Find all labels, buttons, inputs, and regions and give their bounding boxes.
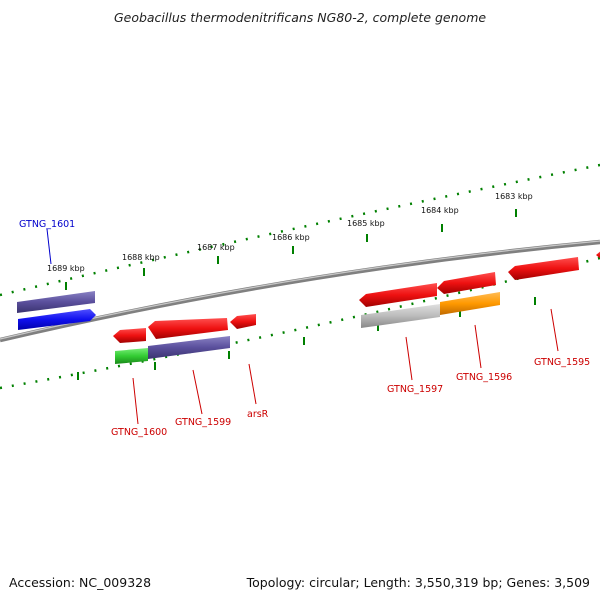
outer-tick-track: [0, 163, 600, 297]
callout-gtng-1599: [192, 369, 203, 415]
gene-label-gtng-1595[interactable]: GTNG_1595: [534, 357, 590, 368]
gene-arrow-gtng-1599-forward[interactable]: [148, 318, 228, 339]
callout-gtng-1600: [132, 377, 139, 425]
callout-gtng-1601: [46, 228, 52, 265]
callout-gtng-1595: [550, 308, 559, 352]
scale-label-1686: 1686 kbp: [272, 233, 310, 242]
map-title: Geobacillus thermodenitrificans NG80-2, …: [113, 10, 487, 25]
cog-colored-genes: [17, 291, 500, 364]
gene-labels: GTNG_1601 GTNG_1600 GTNG_1599 arsR GTNG_…: [19, 219, 590, 438]
scale-label-1684: 1684 kbp: [421, 206, 459, 215]
gene-label-gtng-1601[interactable]: GTNG_1601: [19, 219, 75, 230]
callout-lines: [46, 228, 559, 425]
gene-bar-gtng-1597-gray[interactable]: [361, 304, 440, 328]
inner-tick-track: [0, 256, 600, 390]
gene-label-gtng-1597[interactable]: GTNG_1597: [387, 384, 443, 395]
gene-bar-gtng-1596-orange[interactable]: [440, 292, 500, 315]
accession-text: Accession: NC_009328: [9, 575, 152, 590]
scale-labels: 1689 kbp 1688 kbp 1687 kbp 1686 kbp 1685…: [47, 192, 533, 273]
gene-bar-gtng-1599-purple[interactable]: [148, 336, 230, 359]
gene-arrow-gtng-1597-forward[interactable]: [359, 283, 437, 307]
scale-label-1687: 1687 kbp: [197, 243, 235, 252]
genome-backbone: [0, 239, 600, 343]
callout-gtng-1596: [474, 324, 482, 369]
gene-label-gtng-1596[interactable]: GTNG_1596: [456, 372, 512, 383]
gene-arrow-gtng-1601-blue[interactable]: [18, 309, 96, 330]
gene-arrow-arsr-forward[interactable]: [230, 314, 256, 329]
gene-label-arsr[interactable]: arsR: [247, 409, 269, 420]
gene-bar-gtng-1600-green[interactable]: [115, 348, 148, 364]
gene-arrow-gtng-1595-forward[interactable]: [508, 257, 579, 280]
scale-label-1683: 1683 kbp: [495, 192, 533, 201]
topology-text: Topology: circular; Length: 3,550,319 bp…: [246, 575, 590, 590]
gene-arrow-gtng-1600-forward[interactable]: [113, 328, 146, 343]
gene-arrow-edge-forward[interactable]: [596, 250, 600, 260]
gene-label-gtng-1600[interactable]: GTNG_1600: [111, 427, 167, 438]
gene-bar-gtng-1601-purple[interactable]: [17, 291, 95, 313]
scale-label-1688: 1688 kbp: [122, 253, 160, 262]
scale-label-1685: 1685 kbp: [347, 219, 385, 228]
forward-strand-genes: [113, 250, 600, 343]
callout-arsr: [248, 363, 257, 405]
callout-gtng-1597: [405, 336, 413, 381]
genome-backbone-highlight: [0, 240, 600, 340]
gene-arrow-gtng-1596-forward[interactable]: [437, 272, 496, 294]
scale-label-1689: 1689 kbp: [47, 264, 85, 273]
gene-label-gtng-1599[interactable]: GTNG_1599: [175, 417, 231, 428]
